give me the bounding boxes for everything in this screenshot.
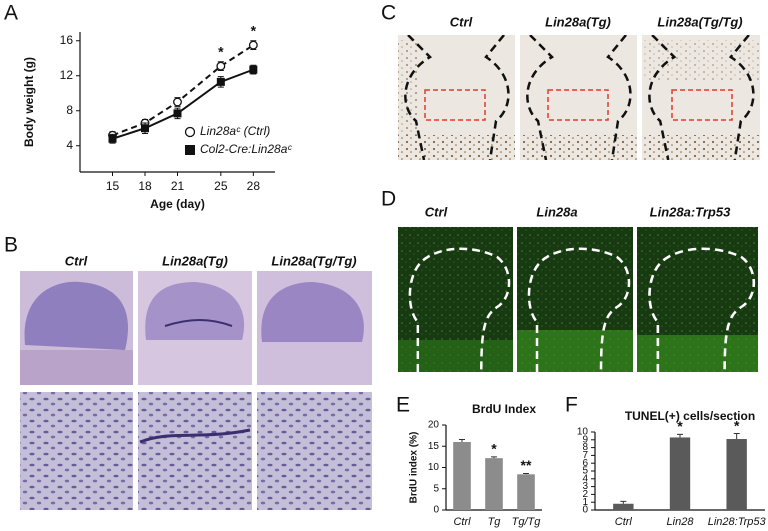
x-tick-label: 21	[171, 179, 185, 193]
marker	[216, 77, 225, 86]
bar	[726, 439, 747, 510]
y-tick-label: 10	[428, 462, 440, 473]
error-bar	[733, 433, 740, 440]
panel-label: A	[4, 2, 18, 25]
y-tick-label: 15	[428, 441, 440, 452]
x-tick-label: Tg	[488, 516, 502, 528]
y-tick-label: 1	[582, 497, 588, 508]
column-title: Lin28a(Tg/Tg)	[657, 14, 742, 29]
legend-label: Lin28aᶜ (Ctrl)	[200, 124, 270, 138]
annotation: **	[521, 457, 532, 473]
y-tick-label: 16	[60, 33, 74, 47]
panel-label: B	[4, 234, 18, 257]
marker	[248, 40, 258, 50]
annotation: *	[677, 418, 683, 434]
annotation: *	[218, 43, 224, 59]
chart-title: BrdU Index	[472, 402, 536, 416]
marker	[141, 124, 149, 133]
legend-label: Col2-Cre:Lin28aᶜ	[200, 142, 292, 156]
x-tick-label: 28	[247, 179, 261, 193]
y-tick-label: 2	[582, 489, 588, 500]
y-tick-label: 8	[582, 442, 588, 453]
annotation: *	[251, 22, 257, 38]
column-title: Ctrl	[425, 204, 448, 219]
column-title: Lin28a(Tg)	[545, 14, 611, 29]
column-title: Lin28a(Tg)	[162, 253, 228, 268]
y-axis-label: BrdU index (%)	[409, 432, 420, 504]
histology-images	[20, 271, 372, 510]
bar	[453, 442, 471, 510]
error-bar	[620, 500, 627, 504]
y-tick-label: 0	[433, 505, 439, 516]
x-tick-label: 18	[138, 179, 152, 193]
y-tick-label: 10	[577, 427, 589, 438]
panel-label: E	[396, 394, 410, 417]
panel-label: D	[381, 188, 396, 211]
brdu-images	[398, 35, 760, 160]
marker	[216, 61, 226, 71]
marker	[249, 65, 258, 74]
x-tick-label: 25	[214, 179, 228, 193]
marker	[108, 134, 117, 143]
column-title: Ctrl	[450, 14, 473, 29]
y-tick-label: 9	[582, 434, 588, 445]
y-tick-label: 12	[60, 68, 74, 82]
x-tick-label: Ctrl	[453, 516, 471, 528]
chart-title: TUNEL(+) cells/section	[625, 409, 755, 423]
error-bar	[459, 438, 465, 442]
y-tick-label: 3	[582, 481, 588, 492]
x-axis-label: Age (day)	[150, 197, 205, 211]
bar	[485, 458, 503, 510]
annotation: *	[491, 441, 497, 457]
fluorescence-images	[398, 227, 758, 372]
x-tick-label: Ctrl	[615, 516, 633, 528]
column-title: Lin28a(Tg/Tg)	[271, 253, 356, 268]
bar	[669, 437, 691, 510]
annotation: *	[734, 417, 740, 433]
marker	[173, 109, 182, 118]
x-tick-label: Lin28:Trp53	[708, 516, 767, 528]
legend-marker	[184, 126, 196, 138]
legend-marker	[185, 145, 195, 155]
y-tick-label: 5	[582, 466, 588, 477]
bar	[613, 503, 634, 510]
column-title: Lin28a:Trp53	[650, 204, 731, 219]
marker	[173, 97, 182, 107]
y-tick-label: 4	[582, 473, 588, 484]
x-tick-label: Tg/Tg	[512, 516, 542, 528]
y-tick-label: 5	[433, 483, 439, 494]
y-axis-label: Body weight (g)	[22, 57, 36, 147]
column-title: Lin28a	[536, 204, 577, 219]
y-tick-label: 6	[582, 458, 588, 469]
x-tick-label: Lin28	[667, 516, 695, 528]
y-tick-label: 20	[428, 420, 440, 431]
y-tick-label: 0	[582, 505, 588, 516]
series-line	[112, 44, 254, 137]
panel-label: C	[381, 2, 396, 25]
x-tick-label: 15	[106, 179, 120, 193]
y-tick-label: 7	[582, 450, 588, 461]
y-tick-label: 8	[66, 103, 73, 117]
error-bar	[491, 456, 497, 459]
y-tick-label: 4	[66, 138, 73, 152]
bar	[517, 474, 535, 510]
error-bar	[523, 472, 529, 475]
panel-label: F	[565, 394, 578, 417]
column-title: Ctrl	[65, 253, 88, 268]
error-bar	[677, 433, 683, 438]
